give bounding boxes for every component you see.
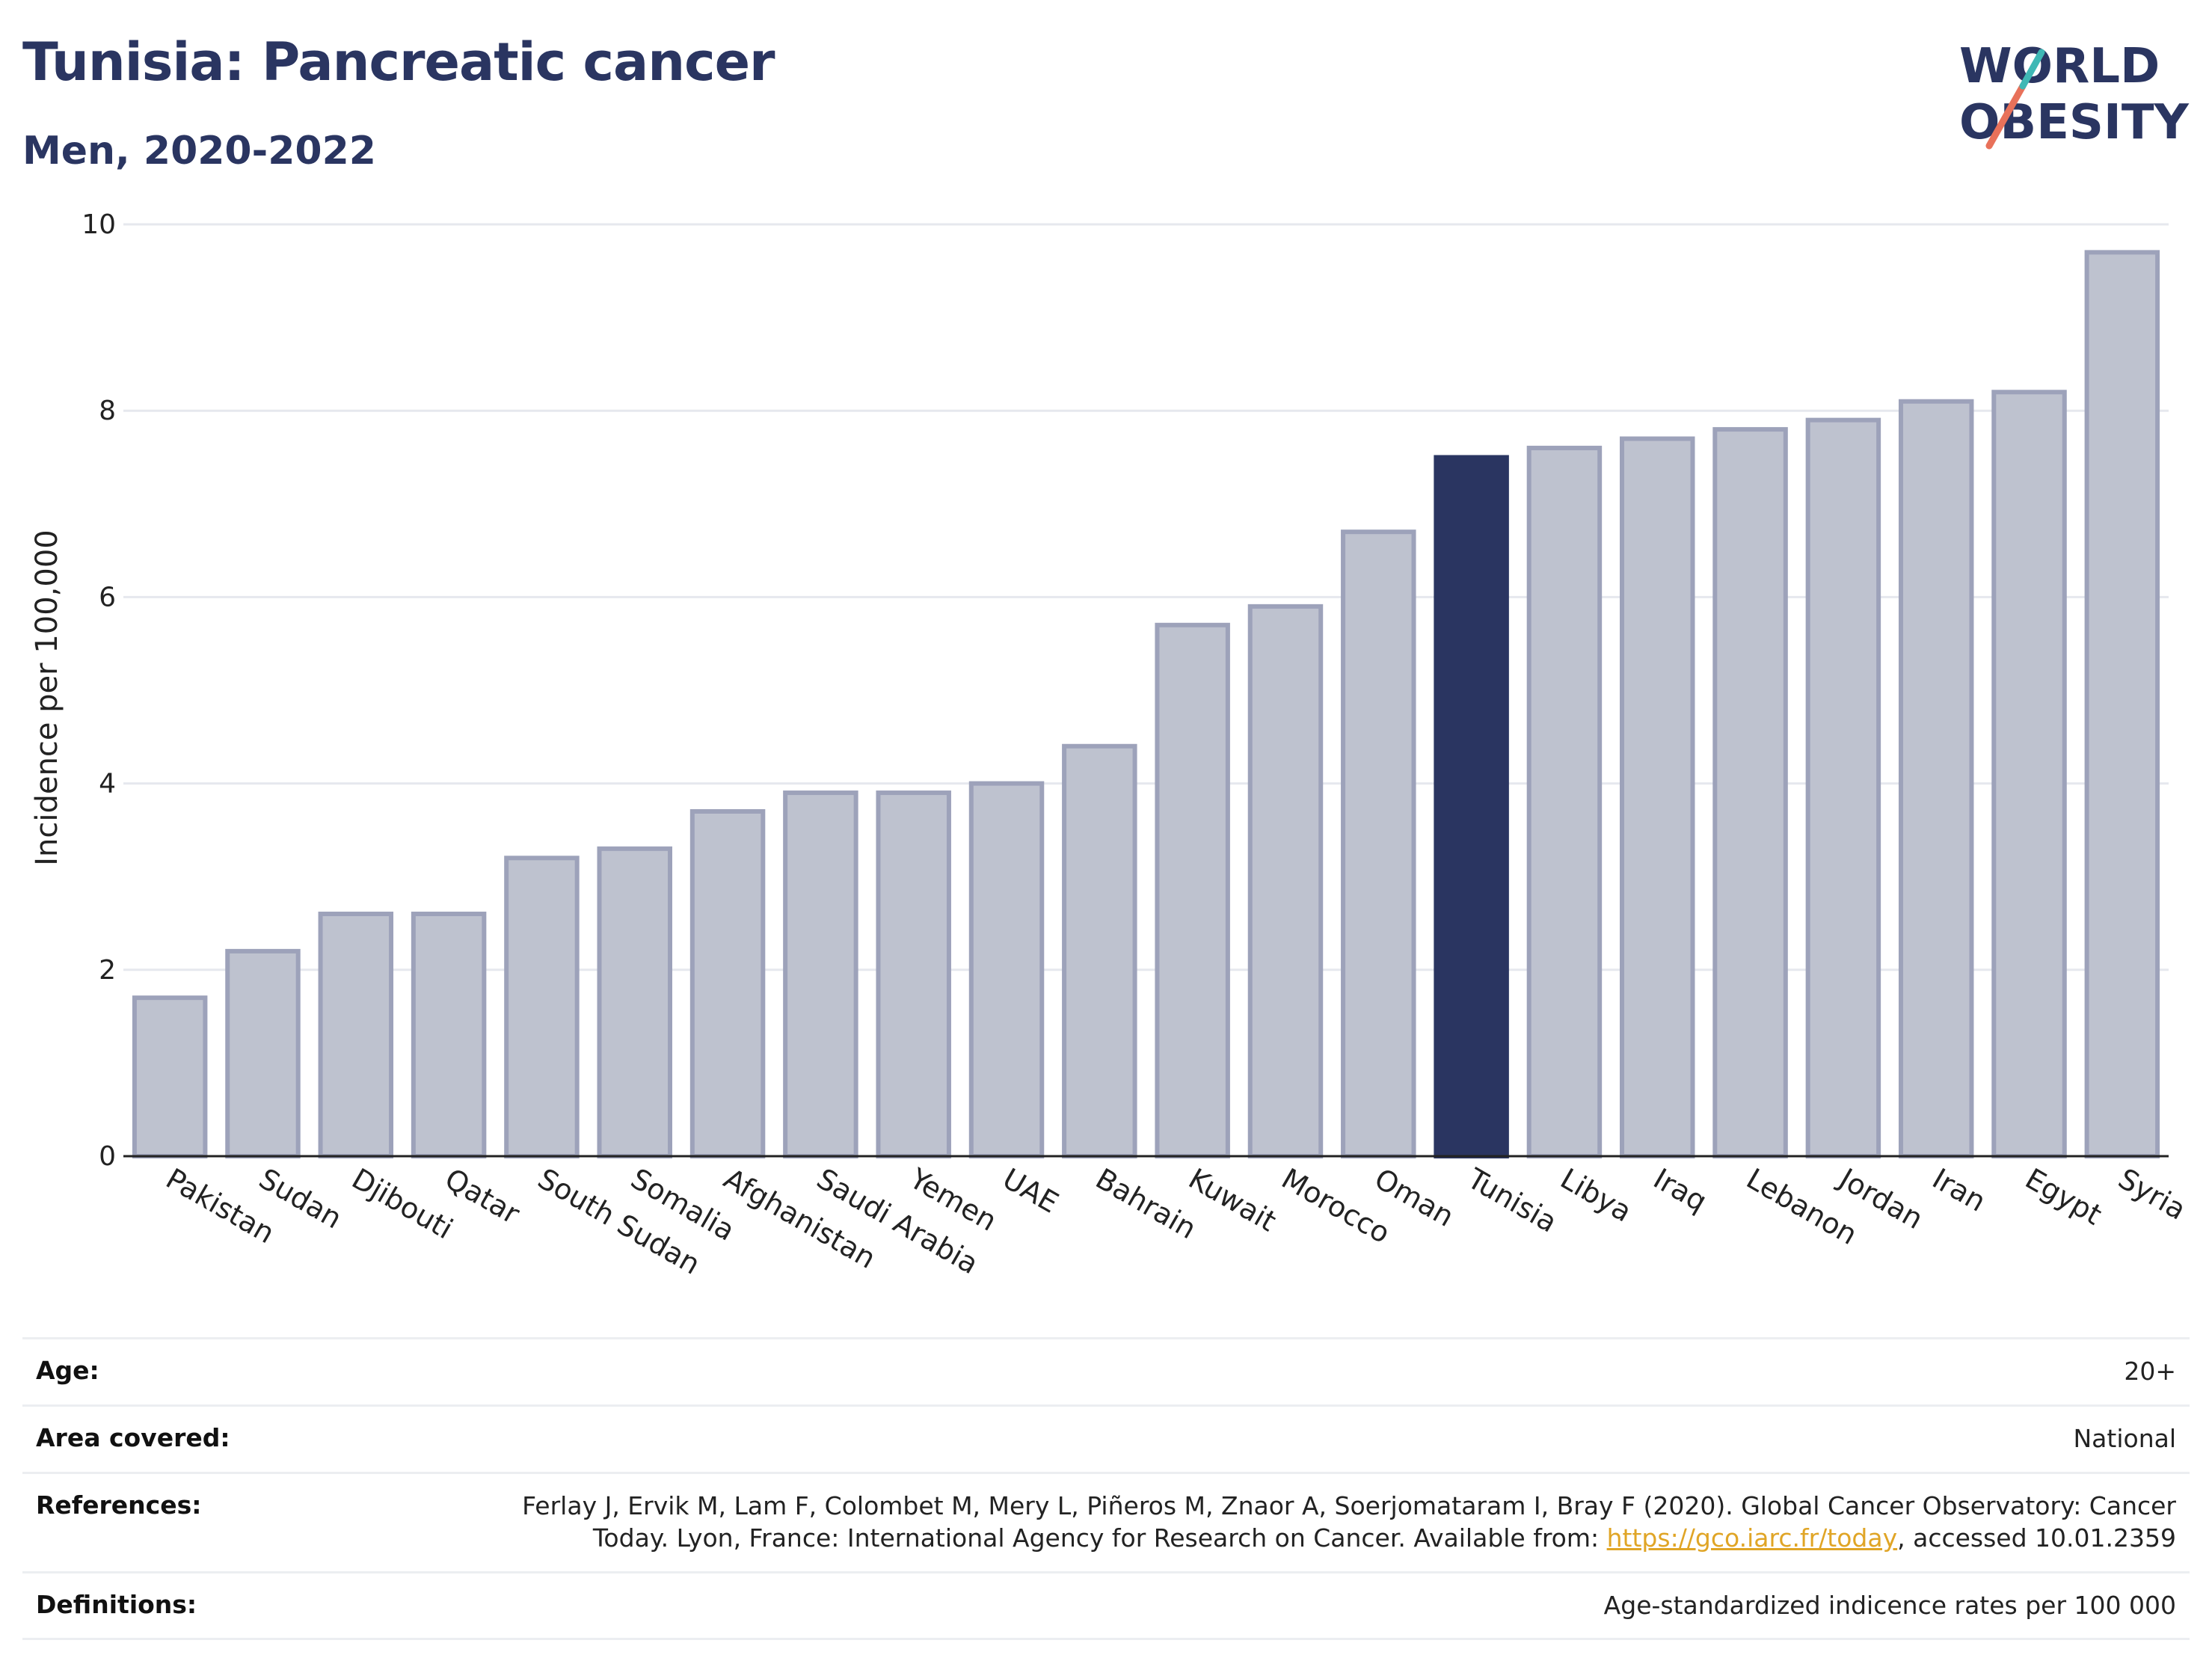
y-tick-label: 0 — [99, 1141, 116, 1172]
bar — [318, 912, 394, 1159]
bar — [1062, 743, 1137, 1158]
logo-slash-teal — [2019, 49, 2045, 90]
x-tick-label: Libya — [1555, 1162, 1637, 1229]
bar — [504, 856, 580, 1159]
bar — [783, 790, 858, 1159]
x-tick-label: Tunisia — [1461, 1161, 1562, 1239]
y-tick-label: 2 — [99, 955, 116, 986]
y-tick-label: 10 — [82, 209, 116, 240]
bar — [1805, 417, 1881, 1158]
x-tick-label: Egypt — [2020, 1162, 2107, 1232]
x-tick-label: UAE — [998, 1162, 1064, 1220]
meta-age-label: Age: — [36, 1356, 99, 1385]
meta-area-value: National — [2073, 1423, 2176, 1453]
x-tick-label: Kuwait — [1183, 1162, 1282, 1238]
x-tick-label: Djibouti — [346, 1162, 458, 1246]
bar — [1991, 390, 2067, 1158]
x-tick-label: Iraq — [1648, 1162, 1712, 1218]
bar — [132, 995, 208, 1159]
references-link[interactable]: https://gco.iarc.fr/today — [1606, 1523, 1898, 1553]
bar — [1526, 446, 1603, 1158]
meta-area-label: Area covered: — [36, 1422, 230, 1452]
bar — [1620, 436, 1695, 1158]
y-tick-label: 4 — [99, 769, 116, 799]
y-tick-label: 8 — [99, 396, 116, 426]
bar — [1155, 622, 1230, 1158]
bar — [968, 781, 1045, 1158]
references-accessed: , accessed 10.01.2359 — [1897, 1523, 2176, 1553]
chart-subtitle: Men, 2020-2022 — [22, 129, 376, 174]
bar — [876, 790, 951, 1159]
logo-slash-coral — [1985, 82, 2027, 150]
meta-row-age: Age: 20+ — [22, 1337, 2190, 1404]
world-obesity-logo: WORLD OBESITY — [1959, 39, 2189, 150]
bar — [1898, 399, 1974, 1158]
y-tick-label: 6 — [99, 582, 116, 612]
bar-highlighted — [1434, 455, 1509, 1158]
metadata-table: Age: 20+ Area covered: National Referenc… — [22, 1337, 2190, 1641]
meta-row-area: Area covered: National — [22, 1404, 2190, 1472]
meta-references-value: Ferlay J, Ervik M, Lam F, Colombet M, Me… — [456, 1490, 2176, 1555]
bar — [225, 948, 301, 1158]
meta-definitions-label: Definitions: — [36, 1589, 197, 1619]
bar — [1247, 604, 1324, 1158]
meta-references-label: References: — [36, 1490, 202, 1520]
x-tick-label: Bahrain — [1090, 1162, 1202, 1246]
bar — [689, 808, 766, 1158]
x-tick-label: Iran — [1927, 1162, 1991, 1218]
logo-line2: OBESITY — [1959, 95, 2189, 150]
meta-row-definitions: Definitions: Age-standardized indicence … — [22, 1570, 2190, 1641]
meta-definitions-value: Age-standardized indicence rates per 100… — [1603, 1590, 2176, 1620]
bar — [1341, 529, 1416, 1158]
bar — [2084, 250, 2160, 1158]
y-axis-title: Incidence per 100,000 — [30, 529, 64, 866]
meta-row-references: References: Ferlay J, Ervik M, Lam F, Co… — [22, 1471, 2190, 1571]
bar — [1712, 427, 1788, 1158]
chart-title: Tunisia: Pancreatic cancer — [22, 31, 775, 93]
references-text: Ferlay J, Ervik M, Lam F, Colombet M, Me… — [522, 1490, 2176, 1553]
x-tick-label: Syria — [2113, 1162, 2191, 1226]
meta-age-value: 20+ — [2124, 1357, 2176, 1386]
logo-line1: WORLD — [1959, 39, 2160, 94]
bar — [411, 912, 487, 1159]
bar — [597, 846, 672, 1158]
